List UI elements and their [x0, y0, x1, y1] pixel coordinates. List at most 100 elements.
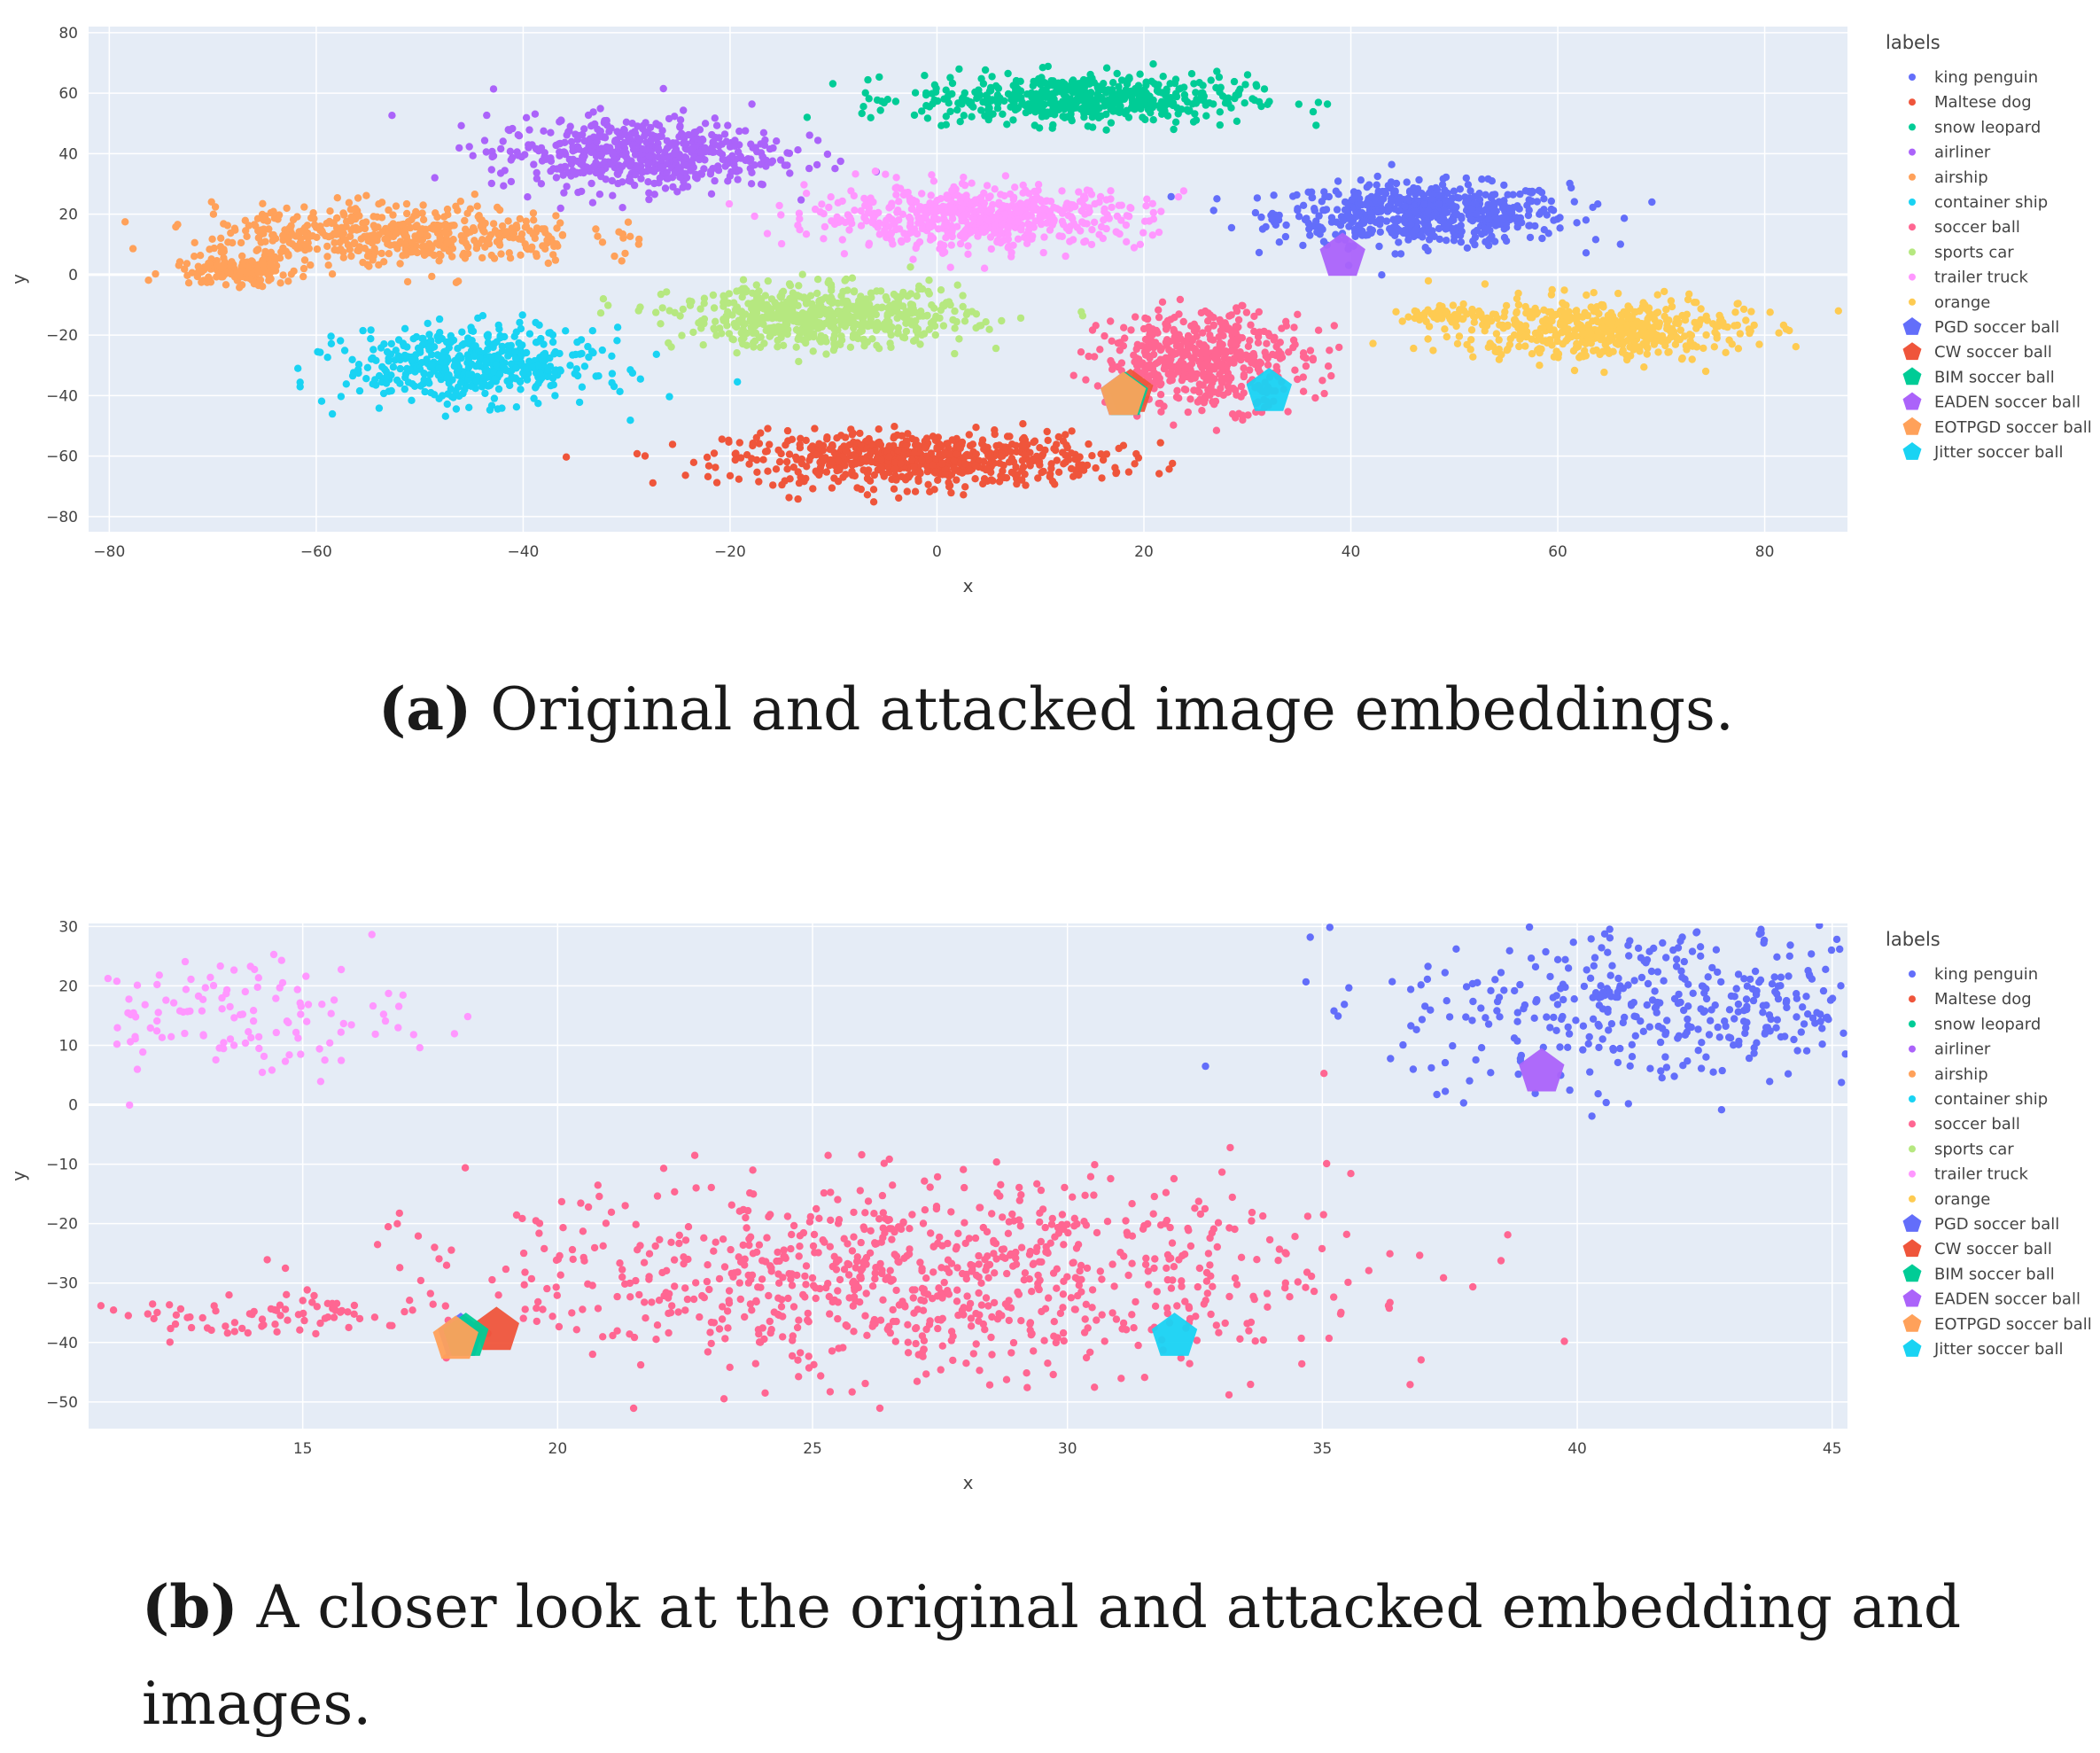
data-point — [660, 85, 667, 92]
data-point — [1103, 225, 1110, 232]
data-point — [804, 113, 811, 121]
data-point — [237, 239, 245, 246]
data-point — [1500, 182, 1507, 189]
data-point — [773, 137, 780, 144]
data-point — [1069, 201, 1077, 208]
data-point — [1374, 208, 1381, 215]
data-point — [1212, 84, 1219, 91]
data-point — [764, 230, 771, 237]
data-point — [1583, 216, 1590, 223]
data-point — [540, 128, 547, 135]
data-point — [918, 456, 925, 464]
data-point — [875, 74, 883, 81]
data-point — [293, 213, 300, 220]
data-point — [1457, 185, 1464, 192]
data-point — [185, 279, 192, 286]
data-point — [904, 487, 911, 495]
data-point — [464, 334, 471, 341]
data-point — [464, 250, 471, 257]
data-point — [541, 230, 548, 237]
data-point — [1295, 100, 1303, 107]
data-point — [615, 229, 622, 236]
data-point — [769, 481, 776, 488]
data-point — [987, 206, 994, 213]
data-point — [176, 258, 183, 265]
data-point — [329, 270, 336, 277]
data-point — [1068, 465, 1075, 472]
data-point — [626, 160, 633, 168]
data-point — [966, 467, 973, 474]
data-point — [895, 198, 902, 205]
data-point — [219, 273, 226, 280]
data-point — [517, 386, 524, 393]
data-point — [1144, 316, 1151, 323]
data-point — [1159, 299, 1166, 306]
data-point — [1117, 90, 1124, 97]
data-point — [276, 279, 284, 286]
data-point — [1222, 347, 1229, 354]
data-point — [454, 368, 461, 375]
data-point — [334, 246, 341, 253]
data-point — [494, 204, 501, 211]
data-point — [1170, 422, 1177, 429]
data-point — [1504, 191, 1511, 199]
data-point — [1303, 362, 1310, 370]
data-point — [912, 90, 919, 97]
data-point — [456, 352, 463, 359]
data-point — [611, 136, 618, 144]
data-point — [980, 442, 987, 449]
data-point — [1046, 207, 1054, 214]
data-point — [399, 252, 406, 259]
data-point — [609, 370, 616, 377]
data-point — [1023, 109, 1030, 116]
data-point — [1078, 207, 1085, 214]
data-point — [847, 187, 854, 194]
data-point — [1103, 65, 1110, 72]
data-point — [959, 292, 966, 299]
data-point — [1036, 124, 1043, 131]
data-point — [1186, 395, 1194, 402]
data-point — [642, 452, 649, 459]
data-point — [897, 460, 904, 467]
data-point — [1295, 213, 1303, 220]
data-point — [885, 442, 892, 449]
data-point — [1166, 80, 1173, 87]
data-point — [1155, 342, 1163, 349]
data-point — [1285, 348, 1292, 355]
data-point — [659, 164, 666, 171]
data-point — [1326, 347, 1333, 354]
data-point — [1471, 229, 1478, 236]
data-point — [1442, 196, 1449, 203]
data-point — [1198, 364, 1205, 371]
data-point — [468, 383, 475, 390]
data-point — [659, 304, 666, 311]
data-point — [530, 160, 537, 168]
data-point — [1046, 99, 1054, 106]
data-point — [584, 343, 591, 350]
data-point — [513, 403, 520, 410]
data-point — [946, 301, 953, 308]
data-point — [980, 80, 987, 87]
data-point — [809, 485, 816, 492]
data-point — [727, 168, 735, 175]
data-point — [702, 148, 709, 155]
data-point — [986, 192, 993, 199]
data-point — [976, 218, 983, 225]
data-point — [1235, 316, 1242, 323]
data-point — [359, 327, 366, 334]
data-point — [994, 99, 1001, 106]
data-point — [1225, 100, 1232, 107]
data-point — [1344, 208, 1351, 215]
data-point — [1077, 227, 1084, 234]
data-point — [413, 211, 420, 218]
data-point — [575, 145, 582, 152]
data-point — [546, 354, 553, 362]
data-point — [988, 245, 995, 253]
data-point — [829, 80, 836, 87]
data-point — [1060, 221, 1067, 228]
data-point — [1463, 175, 1470, 182]
data-point — [1122, 110, 1129, 117]
data-point — [708, 191, 715, 198]
data-point — [307, 261, 314, 269]
data-point — [880, 470, 887, 477]
